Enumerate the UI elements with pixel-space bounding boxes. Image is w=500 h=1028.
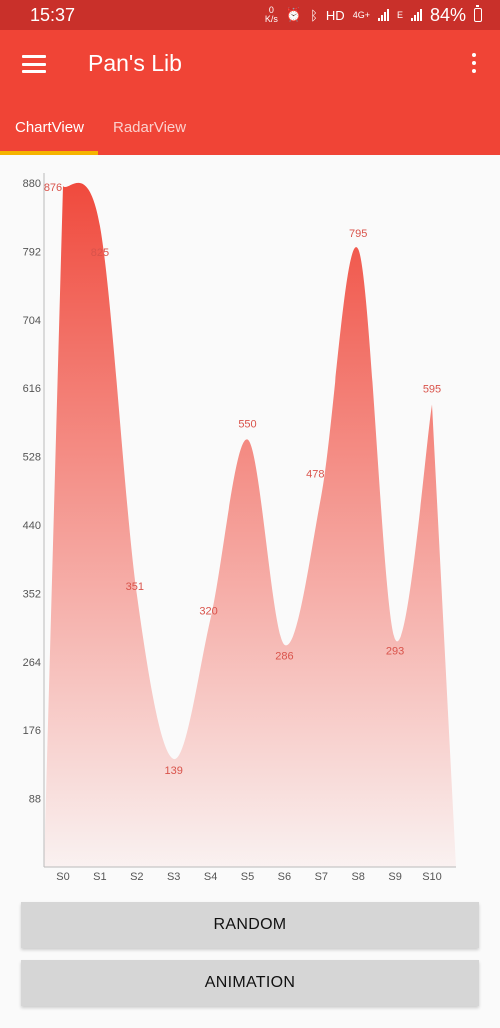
data-label-s4: 320 (199, 605, 217, 617)
app-bar: Pan's Lib (0, 30, 500, 100)
y-tick-label-7: 704 (23, 315, 41, 327)
y-tick-label-6: 616 (23, 383, 41, 395)
status-icons: 0 K/s ⏰ ᛒ HD 4G+ E 84% (265, 5, 482, 26)
app-title: Pan's Lib (88, 50, 182, 76)
y-tick-label-0: 88 (29, 794, 41, 806)
data-label-s2: 351 (126, 581, 144, 593)
chart-area (44, 182, 456, 867)
data-label-s10: 595 (423, 384, 441, 396)
network-speed: 0 K/s (265, 6, 278, 24)
data-label-s8: 795 (349, 228, 367, 240)
x-tick-label-s5: S5 (241, 871, 254, 883)
data-label-s3: 139 (165, 765, 183, 777)
x-tick-label-s2: S2 (130, 871, 143, 883)
y-tick-label-4: 440 (23, 520, 41, 532)
hamburger-menu-icon[interactable] (22, 55, 46, 73)
y-tick-label-9: 880 (23, 178, 41, 190)
status-bar: 15:37 0 K/s ⏰ ᛒ HD 4G+ E 84% (0, 0, 500, 30)
net-4g-label: 4G+ (352, 10, 370, 20)
hd-label: HD (325, 7, 345, 23)
x-tick-label-s7: S7 (315, 871, 328, 883)
y-tick-label-2: 264 (23, 657, 41, 669)
net-e-label: E (396, 10, 403, 20)
battery-icon (474, 5, 482, 22)
data-label-s5: 550 (238, 419, 256, 431)
y-tick-label-3: 352 (23, 588, 41, 600)
network-speed-unit: K/s (264, 14, 278, 24)
more-vert-icon[interactable] (470, 53, 478, 73)
status-time: 15:37 (30, 4, 76, 25)
x-tick-label-s1: S1 (93, 871, 106, 883)
animation-button[interactable]: ANIMATION (21, 960, 479, 1006)
area-chart: 88 176 264 352 440 528 616 704 792 880 S0 S1 S2 S3 S4… (23, 173, 456, 883)
y-tick-label-1: 176 (23, 725, 41, 737)
tab-chartview[interactable]: ChartView (15, 119, 84, 136)
x-tick-label-s10: S10 (422, 871, 442, 883)
x-tick-label-s4: S4 (204, 871, 217, 883)
x-tick-label-s8: S8 (351, 871, 364, 883)
network-speed-value: 0 (268, 5, 274, 15)
random-button[interactable]: RANDOM (21, 902, 479, 948)
y-tick-label-8: 792 (23, 246, 41, 258)
data-label-s7: 478 (306, 468, 324, 480)
x-tick-label-s3: S3 (167, 871, 180, 883)
tab-indicator (0, 151, 98, 155)
x-tick-label-s0: S0 (56, 871, 69, 883)
battery-percent: 84% (429, 4, 466, 25)
bluetooth-icon: ᛒ (310, 7, 318, 23)
signal-icon-2 (410, 9, 422, 21)
signal-icon (377, 9, 389, 21)
x-tick-label-s9: S9 (388, 871, 401, 883)
data-label-s0: 876 (44, 182, 62, 194)
alarm-icon: ⏰ (285, 7, 303, 22)
y-tick-label-5: 528 (23, 452, 41, 464)
tab-radarview[interactable]: RadarView (113, 119, 187, 136)
tab-bar: ChartView RadarView (0, 100, 500, 155)
data-label-s6: 286 (275, 651, 293, 663)
data-label-s9: 293 (386, 645, 404, 657)
x-tick-label-s6: S6 (278, 871, 291, 883)
data-label-s1: 825 (91, 247, 109, 259)
